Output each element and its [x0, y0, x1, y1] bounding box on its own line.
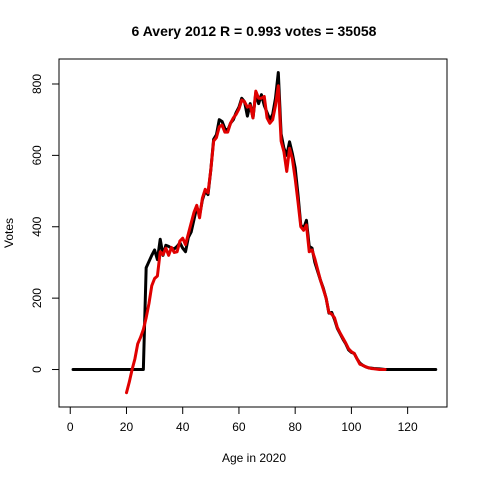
series-line-2: [124, 84, 387, 395]
y-axis: 0 200 400 600 800: [30, 74, 60, 373]
y-tick-label: 0: [30, 366, 44, 373]
x-tick-label: 20: [120, 420, 134, 434]
x-axis-label: Age in 2020: [222, 451, 286, 465]
y-tick-label: 400: [30, 216, 44, 236]
y-tick-label: 600: [30, 145, 44, 165]
chart-title: 6 Avery 2012 R = 0.993 votes = 35058: [132, 23, 377, 39]
x-axis: 0 20 40 60 80 100 120: [67, 406, 418, 434]
x-tick-label: 120: [398, 420, 418, 434]
series-layer: [71, 71, 438, 395]
x-tick-label: 60: [232, 420, 246, 434]
y-tick-label: 800: [30, 74, 44, 94]
x-tick-label: 40: [176, 420, 190, 434]
y-tick-label: 200: [30, 288, 44, 308]
y-axis-label: Votes: [2, 218, 16, 248]
x-tick-label: 100: [341, 420, 361, 434]
x-tick-label: 0: [67, 420, 74, 434]
x-tick-label: 80: [288, 420, 302, 434]
